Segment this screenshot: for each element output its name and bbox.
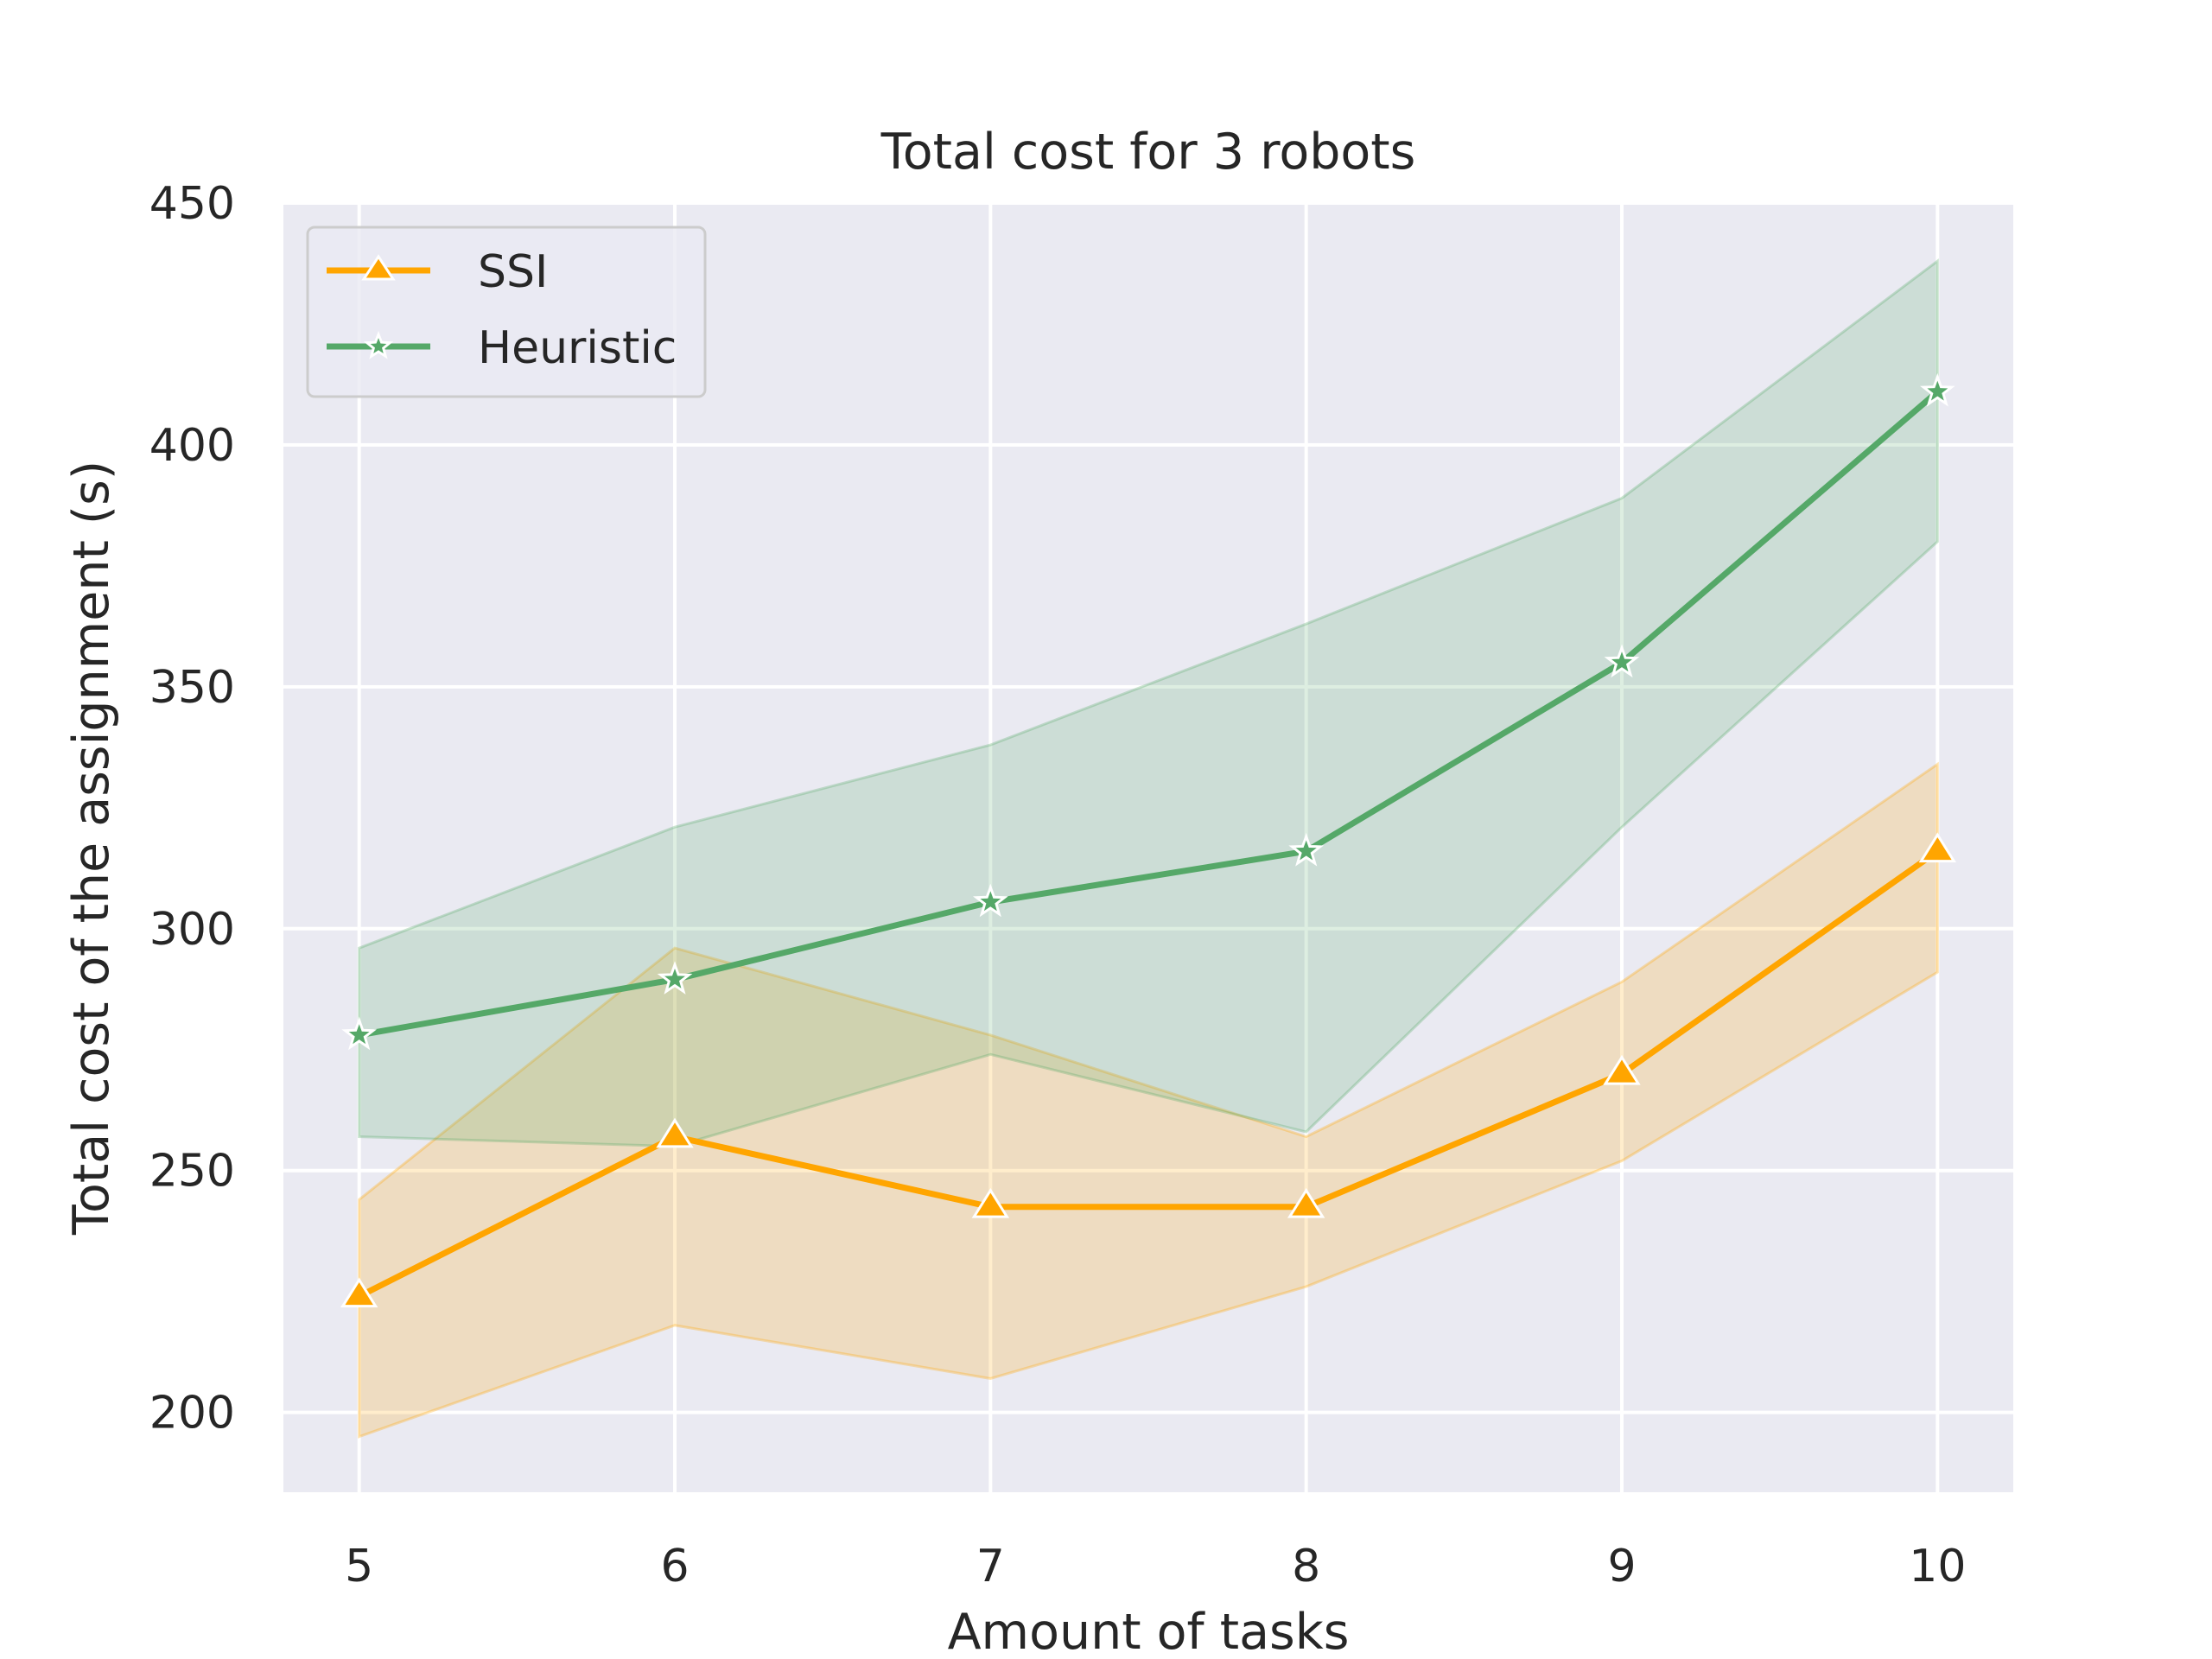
chart-title: Total cost for 3 robots (880, 124, 1416, 181)
data-point-ssi (656, 1117, 694, 1148)
series-line-heuristic (356, 388, 1941, 1039)
series-lines (356, 388, 1941, 1300)
x-tick-labels: 5 6 7 8 9 10 (345, 1541, 1966, 1592)
legend: SSI Heuristic (306, 226, 707, 398)
y-tick-labels: 200 250 300 350 400 450 (149, 178, 235, 1440)
data-point-ssi (1603, 1054, 1641, 1085)
data-point-ssi (971, 1187, 1010, 1218)
legend-heuristic-label: Heuristic (478, 322, 677, 374)
y-tick-label: 300 (149, 904, 235, 956)
grid-lines (283, 201, 2013, 1492)
plot-background (283, 203, 2013, 1492)
x-tick-label: 6 (660, 1541, 689, 1592)
legend-heuristic-marker (363, 330, 394, 359)
x-tick-label: 9 (1607, 1541, 1636, 1592)
y-tick-label: 450 (149, 178, 235, 230)
series-line-ssi (356, 848, 1941, 1300)
data-point-heuristic (1604, 644, 1640, 678)
data-point-heuristic (1920, 372, 1955, 407)
data-point-heuristic (341, 1016, 377, 1051)
x-tick-label: 8 (1292, 1541, 1320, 1592)
legend-ssi-label: SSI (478, 246, 548, 298)
y-axis-label: Total cost of the assignment (s) (63, 461, 120, 1236)
data-point-ssi (1918, 832, 1957, 863)
x-axis-label: Amount of tasks (948, 1604, 1350, 1659)
legend-ssi-marker (361, 254, 396, 281)
y-tick-label: 350 (149, 662, 235, 714)
x-tick-label: 10 (1909, 1541, 1966, 1592)
ci-band-ssi (358, 761, 1939, 1439)
data-point-heuristic (1288, 832, 1324, 867)
x-tick-label: 7 (976, 1541, 1005, 1592)
y-tick-label: 200 (149, 1388, 235, 1440)
y-tick-label: 400 (149, 420, 235, 472)
data-point-ssi (1287, 1187, 1325, 1218)
x-tick-label: 5 (345, 1541, 373, 1592)
series-markers (340, 372, 1957, 1308)
data-point-heuristic (657, 961, 693, 995)
y-tick-label: 250 (149, 1146, 235, 1198)
data-point-ssi (340, 1277, 378, 1308)
data-point-heuristic (973, 883, 1008, 918)
